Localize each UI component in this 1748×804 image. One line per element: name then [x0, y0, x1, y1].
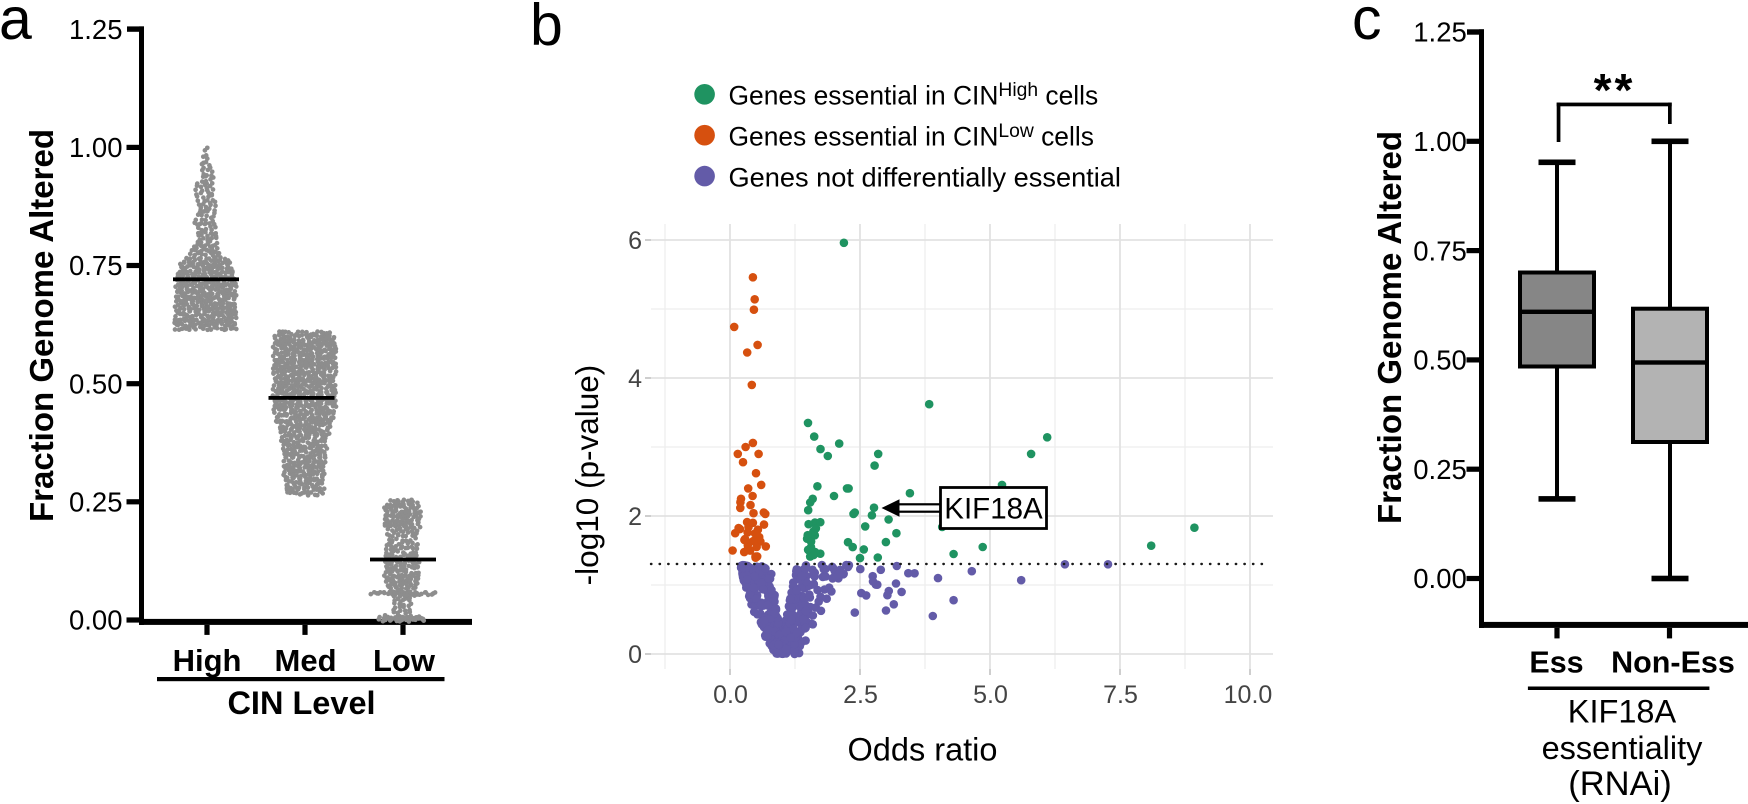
svg-text:KIF18A: KIF18A: [1568, 694, 1677, 730]
svg-text:1.00: 1.00: [1413, 126, 1467, 157]
svg-text:Low: Low: [373, 643, 436, 678]
svg-text:CIN Level: CIN Level: [227, 685, 375, 721]
svg-text:(RNAi): (RNAi): [1568, 765, 1671, 803]
svg-text:Non-Ess: Non-Ess: [1611, 646, 1735, 680]
svg-text:0.00: 0.00: [1413, 563, 1467, 594]
svg-text:0.75: 0.75: [69, 250, 123, 281]
svg-text:2: 2: [628, 503, 642, 531]
svg-text:0.25: 0.25: [69, 487, 123, 518]
svg-text:0.50: 0.50: [69, 368, 123, 399]
svg-text:4: 4: [628, 365, 642, 393]
svg-text:1.25: 1.25: [1413, 17, 1467, 48]
svg-text:a: a: [0, 0, 32, 52]
svg-text:5.0: 5.0: [973, 681, 1008, 709]
svg-text:essentiality: essentiality: [1542, 730, 1704, 766]
svg-text:0.50: 0.50: [1413, 345, 1467, 376]
svg-text:7.5: 7.5: [1103, 681, 1138, 709]
svg-text:1.00: 1.00: [69, 132, 123, 163]
svg-text:2.5: 2.5: [843, 681, 878, 709]
svg-text:10.0: 10.0: [1224, 681, 1273, 709]
svg-text:0.00: 0.00: [69, 605, 123, 636]
svg-text:c: c: [1352, 0, 1382, 52]
svg-text:Med: Med: [275, 643, 337, 678]
svg-text:0.0: 0.0: [713, 681, 748, 709]
svg-text:1.25: 1.25: [69, 14, 123, 45]
svg-text:0.75: 0.75: [1413, 235, 1467, 266]
svg-text:0.25: 0.25: [1413, 454, 1467, 485]
svg-text:0: 0: [628, 641, 642, 669]
svg-text:**: **: [1594, 64, 1636, 116]
svg-text:6: 6: [628, 227, 642, 255]
svg-text:Genes essential in CINLow cell: Genes essential in CINLow cells: [729, 121, 1094, 152]
svg-text:-log10 (p-value): -log10 (p-value): [569, 365, 605, 586]
svg-text:Odds ratio: Odds ratio: [848, 731, 998, 767]
svg-text:Genes not differentially essen: Genes not differentially essential: [729, 162, 1121, 193]
svg-text:Genes essential in CINHigh cel: Genes essential in CINHigh cells: [729, 80, 1099, 111]
svg-text:High: High: [173, 643, 242, 678]
svg-text:b: b: [530, 0, 563, 58]
svg-text:Fraction Genome Altered: Fraction Genome Altered: [1371, 131, 1408, 524]
svg-text:KIF18A: KIF18A: [944, 493, 1043, 526]
svg-text:Ess: Ess: [1529, 646, 1583, 680]
svg-text:Fraction Genome Altered: Fraction Genome Altered: [23, 129, 60, 522]
